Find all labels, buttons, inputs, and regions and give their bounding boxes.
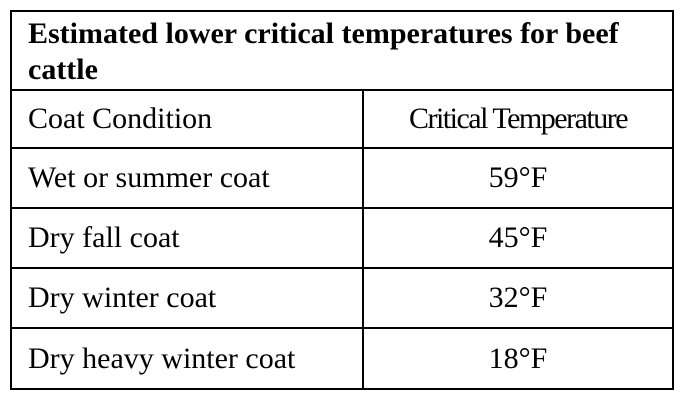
temperature-cell: 45°F	[363, 207, 672, 268]
critical-temperature-table: Estimated lower critical temperatures fo…	[10, 10, 674, 390]
column-header-critical-temperature: Critical Temperature	[408, 102, 629, 135]
table-row: Dry heavy winter coat 18°F	[12, 327, 672, 388]
table-grid: Coat Condition Critical Temperature Wet …	[12, 91, 672, 388]
temperature-cell: 32°F	[363, 267, 672, 328]
table-row: Dry winter coat 32°F	[12, 267, 672, 328]
table-row: Dry fall coat 45°F	[12, 207, 672, 268]
temperature-cell: 18°F	[363, 327, 672, 388]
table-header-row: Coat Condition Critical Temperature	[12, 91, 672, 148]
coat-condition-cell: Dry heavy winter coat	[12, 327, 364, 388]
column-header-coat-condition: Coat Condition	[12, 91, 364, 148]
table-row: Wet or summer coat 59°F	[12, 147, 672, 208]
table-title: Estimated lower critical temperatures fo…	[12, 12, 672, 91]
temperature-cell: 59°F	[363, 147, 672, 208]
coat-condition-cell: Dry fall coat	[12, 207, 364, 268]
coat-condition-cell: Wet or summer coat	[12, 147, 364, 208]
coat-condition-cell: Dry winter coat	[12, 267, 364, 328]
